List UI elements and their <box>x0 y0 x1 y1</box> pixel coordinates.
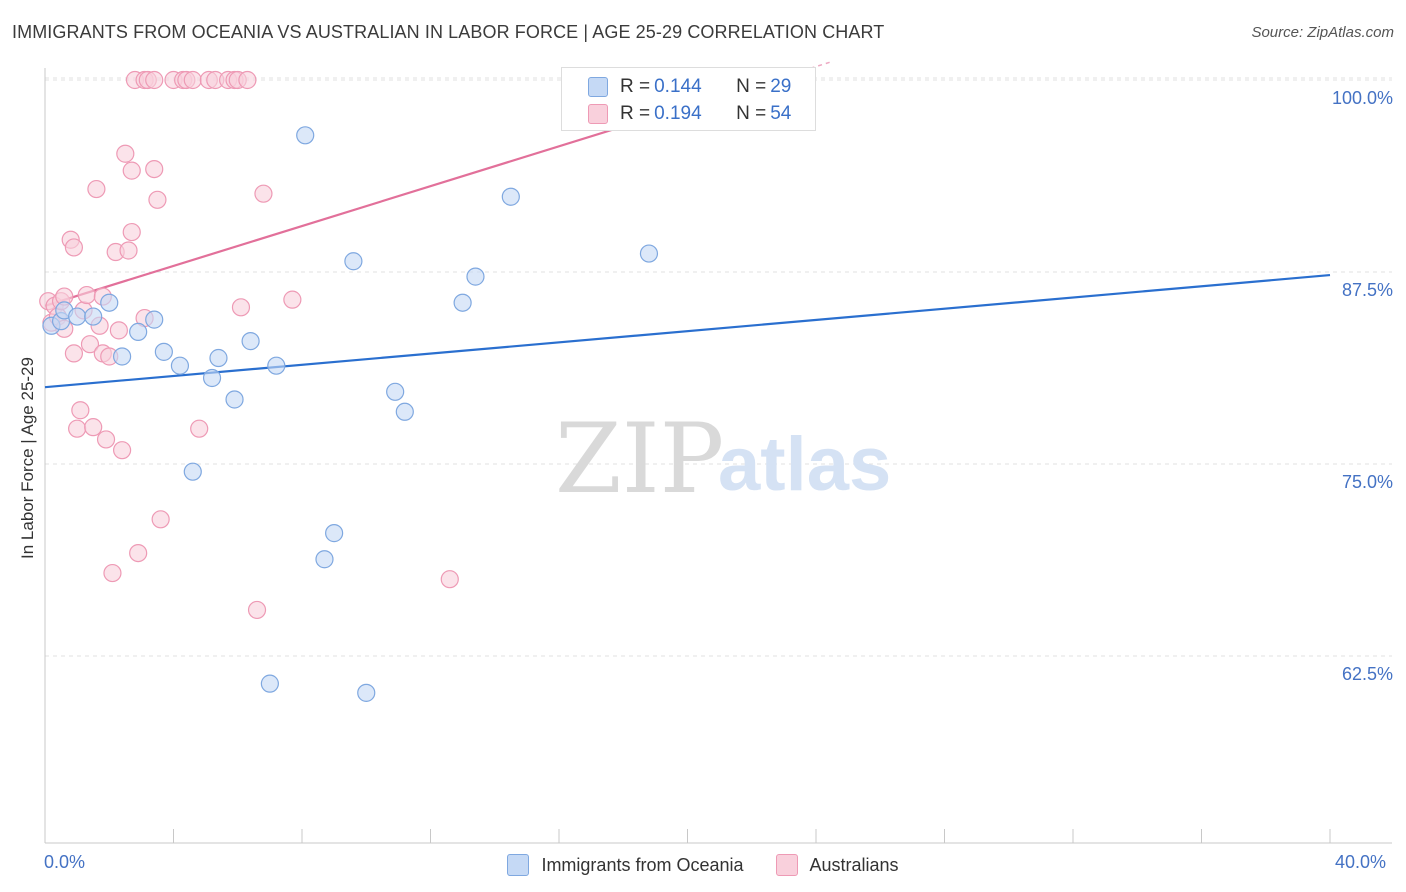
australians-point-20 <box>96 430 116 449</box>
australians-point-11 <box>71 401 90 420</box>
australians-point-54 <box>440 570 459 589</box>
n-label: N = <box>736 76 767 97</box>
oceania-point-13 <box>209 348 228 368</box>
legend-label-oceania: Immigrants from Oceania <box>541 854 744 875</box>
y-tick-label-3: 100.0% <box>1332 88 1393 108</box>
y-tick-label-0: 62.5% <box>1342 664 1393 684</box>
oceania-point-9 <box>154 342 173 361</box>
x-tick-label-min: 0.0% <box>44 852 86 872</box>
n-label: N = <box>736 103 767 124</box>
source-credit: Source: ZipAtlas.com <box>1251 24 1394 41</box>
watermark-atlas: atlas <box>718 422 891 507</box>
oceania-point-4 <box>84 307 103 326</box>
oceania-point-7 <box>129 322 148 342</box>
oceania-point-27 <box>501 187 520 206</box>
australians-point-8 <box>64 344 84 363</box>
watermark-zip: ZIP <box>555 403 724 515</box>
axes <box>44 68 1392 844</box>
oceania-point-14 <box>225 390 244 409</box>
oceania-point-21 <box>344 252 363 271</box>
oceania-point-15 <box>241 332 260 351</box>
pink-swatch <box>588 104 608 124</box>
legend-label-australians: Australians <box>809 854 899 875</box>
y-tick-label-1: 75.0% <box>1342 472 1393 492</box>
oceania-point-8 <box>145 310 164 329</box>
australians-point-52 <box>254 184 273 203</box>
legend-swatch-pink <box>775 854 798 876</box>
australians-point-14 <box>80 335 100 354</box>
trend-line-australians <box>44 100 704 307</box>
australians-point-27 <box>119 241 138 260</box>
australians-point-13 <box>77 285 96 305</box>
australians-point-29 <box>122 222 141 242</box>
chart-title: IMMIGRANTS FROM OCEANIA VS AUSTRALIAN IN… <box>12 22 885 42</box>
n-value: 54 <box>770 103 792 124</box>
stats-legend-row-blue: R = 0.144 N = 29 <box>588 75 791 99</box>
n-value: 29 <box>770 76 792 97</box>
x-tick-label-max: 40.0% <box>1335 852 1387 872</box>
australians-point-50 <box>238 70 257 90</box>
trend-line-oceania <box>44 273 1331 389</box>
oceania-point-24 <box>395 402 414 421</box>
blue-swatch <box>588 77 608 97</box>
oceania-point-10 <box>170 356 190 375</box>
australians-point-35 <box>145 70 164 90</box>
oceania-point-26 <box>466 267 485 286</box>
oceania-point-25 <box>453 293 472 312</box>
oceania-point-3 <box>68 307 87 326</box>
australians-point-26 <box>116 144 135 163</box>
r-label: R = <box>620 76 651 97</box>
oceania-point-22 <box>357 683 376 702</box>
data-points <box>39 70 668 702</box>
australians-point-36 <box>145 159 164 179</box>
oceania-point-17 <box>267 356 286 375</box>
oceania-point-23 <box>386 382 405 401</box>
oceania-point-18 <box>296 126 315 145</box>
oceania-point-20 <box>325 524 344 543</box>
stats-legend: R = 0.144 N = 29 R = 0.194 N = 54 <box>561 67 816 131</box>
legend-item-australians: Australians <box>775 854 899 876</box>
r-value: 0.144 <box>654 76 702 97</box>
series-legend: Immigrants from Oceania Australians <box>0 852 1406 878</box>
oceania-point-19 <box>315 550 334 569</box>
australians-point-15 <box>84 418 103 437</box>
gridlines <box>45 77 1392 657</box>
australians-point-16 <box>87 179 106 199</box>
australians-point-49 <box>231 298 251 317</box>
oceania-point-11 <box>183 462 202 481</box>
r-label: R = <box>620 103 651 124</box>
australians-point-37 <box>148 190 167 209</box>
y-tick-labels: 62.5% 75.0% 87.5% 100.0% <box>1332 88 1393 684</box>
australians-point-28 <box>122 161 141 180</box>
australians-point-24 <box>109 321 128 340</box>
australians-point-42 <box>183 70 202 90</box>
oceania-point-5 <box>100 293 119 312</box>
oceania-point-12 <box>202 368 222 388</box>
australians-point-43 <box>190 419 209 438</box>
stats-legend-row-pink: R = 0.194 N = 54 <box>588 102 791 126</box>
australians-point-9 <box>64 238 84 257</box>
oceania-point-16 <box>260 674 279 693</box>
r-value: 0.194 <box>654 103 702 124</box>
watermark: ZIP atlas <box>555 403 891 515</box>
australians-point-51 <box>247 600 267 620</box>
y-tick-label-2: 87.5% <box>1342 280 1393 300</box>
australians-point-31 <box>129 543 148 563</box>
oceania-point-28 <box>639 244 659 263</box>
australians-point-10 <box>68 419 87 438</box>
legend-item-oceania: Immigrants from Oceania <box>507 854 744 876</box>
australians-point-22 <box>103 563 122 583</box>
oceania-point-6 <box>112 347 132 366</box>
australians-point-25 <box>112 441 132 460</box>
australians-point-53 <box>283 290 302 309</box>
legend-swatch-blue <box>507 854 530 876</box>
australians-point-38 <box>151 510 170 529</box>
